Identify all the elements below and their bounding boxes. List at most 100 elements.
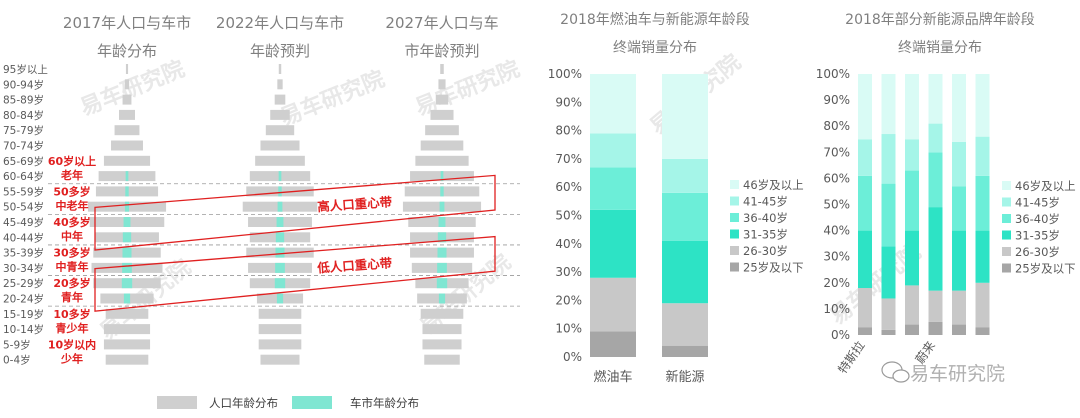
legend-label: 36-40岁: [743, 211, 788, 225]
stacked-segment: [975, 175, 990, 231]
car-market-bar: [121, 278, 133, 289]
car-market-bar: [277, 201, 283, 212]
stacked-segment: [881, 246, 896, 299]
legend-swatch: [1002, 214, 1011, 223]
legend-label: 46岁及以上: [743, 178, 804, 192]
car-market-bar: [278, 186, 282, 197]
car-market-bar: [276, 217, 284, 227]
annotation-line2: 青年: [61, 290, 83, 304]
stacked-segment: [590, 331, 636, 357]
population-bar: [440, 64, 444, 74]
legend-label: 46岁及以上: [1015, 179, 1076, 193]
stacked-title-line1: 2018年燃油车与新能源年龄段: [560, 11, 750, 28]
population-pyramid-chart: 95岁以上 90-94岁 85-89岁 80-84岁 75-79岁 70-74岁 65-69…: [3, 14, 520, 367]
stacked-segment: [928, 123, 943, 153]
watermark-text: 易车研究院: [277, 66, 389, 131]
population-bar: [258, 308, 302, 319]
y-tick-label: 0%: [563, 350, 582, 364]
annotation-line1: 60岁以上: [48, 154, 96, 168]
population-bar: [274, 94, 286, 105]
legend-swatch: [730, 180, 739, 189]
y-tick-label: 20%: [823, 276, 850, 290]
legend-swatch: [730, 213, 739, 222]
stacked-segment: [662, 192, 708, 241]
pyramid-title-line2: 年龄预判: [250, 42, 310, 60]
stacked-segment: [975, 74, 990, 137]
population-bar: [265, 125, 295, 136]
stacked-segment: [858, 327, 872, 335]
stacked-segment: [952, 324, 966, 335]
legend-swatch: [1002, 197, 1011, 207]
stacked-segment: [905, 170, 919, 231]
annotation-line2: 老年: [60, 168, 83, 182]
stacked-segment: [975, 230, 990, 283]
age-group-label: 90-94岁: [3, 78, 44, 91]
annotation-line2: 中青年: [56, 260, 89, 274]
car-market-bar: [278, 171, 282, 182]
y-tick-label: 40%: [555, 237, 582, 251]
population-bar: [422, 339, 462, 350]
legend-swatch: [1002, 247, 1011, 256]
stacked-segment: [858, 230, 872, 289]
population-bar: [430, 109, 454, 120]
population-bar: [105, 354, 149, 365]
stacked-segment: [590, 74, 636, 134]
pyramid-title-line2: 市年龄预判: [404, 42, 479, 60]
age-group-label: 5-9岁: [3, 338, 31, 351]
stacked-segment: [881, 134, 896, 184]
legend-swatch: [730, 196, 739, 206]
y-tick-label: 80%: [823, 119, 850, 133]
population-bar: [122, 94, 132, 105]
car-market-bar: [275, 262, 285, 273]
age-group-label: 40-44岁: [3, 231, 44, 244]
car-market-bar: [437, 232, 447, 243]
age-group-label: 10-14岁: [3, 323, 44, 336]
car-market-bar: [438, 293, 446, 304]
stacked-segment: [928, 321, 943, 335]
pyramid-title-line2: 年龄分布: [97, 42, 157, 60]
annotation-line2: 少年: [60, 351, 83, 365]
age-group-label: 55-59岁: [3, 185, 44, 198]
y-tick-label: 0%: [831, 328, 850, 342]
age-group-label: 15-19岁: [3, 308, 44, 321]
y-tick-label: 100%: [816, 67, 850, 81]
car-market-bar: [122, 247, 132, 258]
age-group-label: 35-39岁: [3, 247, 44, 260]
population-bar: [258, 339, 302, 350]
annotation-line1: 20多岁: [53, 276, 90, 290]
car-market-bar: [123, 217, 131, 227]
age-group-label: 30-34岁: [3, 262, 44, 275]
y-tick-label: 40%: [823, 224, 850, 238]
annotation-line1: 40多岁: [53, 215, 90, 229]
stacked-segment: [928, 207, 943, 291]
y-tick-label: 90%: [823, 93, 850, 107]
stacked-segment: [858, 139, 872, 176]
stacked-segment: [662, 240, 708, 304]
legend-label: 26-30岁: [1015, 245, 1060, 259]
stacked-segment: [881, 183, 896, 247]
stacked-segment: [858, 288, 872, 328]
legend-swatch: [1002, 230, 1011, 240]
age-group-label: 0-4岁: [3, 354, 31, 367]
y-tick-label: 60%: [555, 180, 582, 194]
category-label: 新能源: [665, 369, 704, 385]
footer: 人口年龄分布 车市年龄分布 易车研究院: [157, 361, 1005, 410]
population-bar: [103, 155, 151, 166]
legend-swatch: [730, 229, 739, 239]
legend-swatch-car-market: [292, 396, 332, 409]
car-market-bar: [440, 171, 444, 182]
population-bar: [260, 354, 300, 365]
car-market-bar: [436, 278, 448, 289]
stacked-segment: [952, 141, 966, 187]
car-market-bar: [439, 201, 445, 212]
pyramid-title-line1: 2027年人口与车: [385, 14, 498, 32]
population-bar: [114, 125, 140, 136]
car-market-bar: [122, 232, 132, 243]
stacked-segment: [662, 303, 708, 346]
population-bar: [103, 339, 151, 350]
legend-label: 41-45岁: [1015, 196, 1060, 210]
population-bar: [424, 354, 460, 365]
